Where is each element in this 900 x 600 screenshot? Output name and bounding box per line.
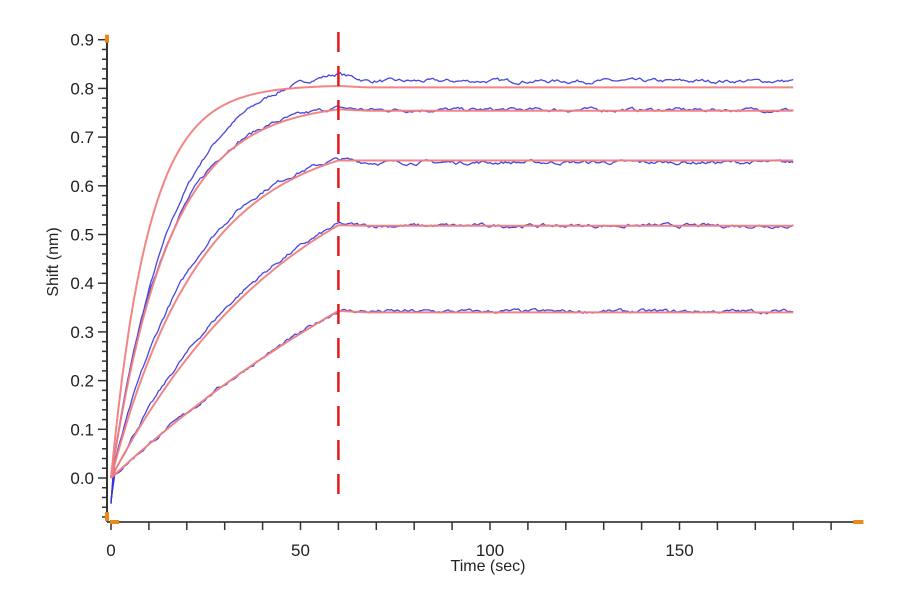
x-tick-label: 0	[106, 541, 115, 560]
x-ticks: 0 50 100 150	[105, 34, 864, 560]
y-tick-label: 0.6	[70, 177, 94, 196]
series-fit-2	[110, 108, 794, 479]
y-tick-label: 0.0	[70, 469, 94, 488]
series-data-1	[110, 71, 794, 504]
series-fit-5	[110, 309, 794, 479]
x-axis-title: Time (sec)	[451, 558, 526, 575]
y-tick-label: 0.5	[70, 226, 94, 245]
y-axis-min-marker	[105, 512, 109, 521]
x-tick-label: 150	[665, 541, 693, 560]
y-tick-label: 0.3	[70, 323, 94, 342]
series-data-3	[110, 157, 794, 503]
x-axis-min-marker	[110, 520, 119, 524]
series-data-4	[110, 221, 794, 503]
x-axis-max-marker	[853, 520, 864, 524]
curves-layer	[110, 71, 794, 504]
axes	[106, 39, 862, 523]
series-fit-1	[110, 84, 794, 479]
series-fit-3	[110, 159, 794, 479]
x-tick-label: 100	[476, 541, 504, 560]
y-axis-title: Shift (nm)	[45, 227, 62, 296]
series-fit-4	[110, 224, 794, 479]
series-data-2	[110, 104, 794, 504]
series-data-5	[110, 307, 794, 502]
y-tick-label: 0.7	[70, 128, 94, 147]
y-axis-max-marker	[105, 34, 109, 43]
y-tick-label: 0.8	[70, 79, 94, 98]
y-tick-label: 0.4	[70, 274, 94, 293]
y-tick-label: 0.2	[70, 372, 94, 391]
x-tick-label: 50	[291, 541, 310, 560]
y-ticks: 0.0 0.1 0.2 0.3 0.4 0.5 0.6 0.7 0.8 0.9	[70, 31, 107, 518]
y-tick-label: 0.9	[70, 31, 94, 50]
y-tick-label: 0.1	[70, 420, 94, 439]
